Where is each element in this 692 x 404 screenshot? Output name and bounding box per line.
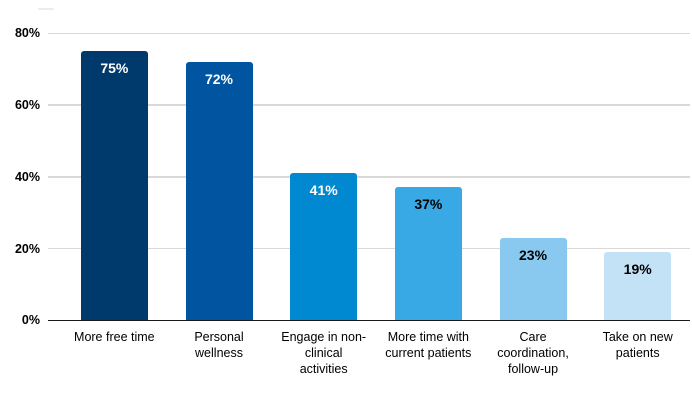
gridline: 80% xyxy=(15,26,690,40)
y-tick-label: 80% xyxy=(14,26,40,41)
plot-area: 75% 72% 41% 37% 23% 19% 0% 20% 40% 60% 80% xyxy=(15,26,690,327)
bar-column: 37% xyxy=(376,33,481,320)
bar-column: 41% xyxy=(271,33,376,320)
x-axis-label: Personal wellness xyxy=(167,329,272,377)
bar-1: 75% xyxy=(80,50,148,320)
bar-2: 72% xyxy=(185,61,253,320)
gridline: 20% xyxy=(15,242,690,256)
bar-column: 19% xyxy=(585,33,690,320)
bar-value-label: 75% xyxy=(100,59,129,76)
x-axis-line: 0% xyxy=(22,313,690,327)
category-label: Personal wellness xyxy=(194,330,244,360)
category-label: Engage in non-clinical activities xyxy=(281,330,367,376)
x-axis-label: Care coordination, follow-up xyxy=(481,329,586,377)
bars-row: 75% 72% 41% 37% 23% 19% xyxy=(62,33,690,320)
bar-value-label: 72% xyxy=(204,70,234,87)
bar-column: 75% xyxy=(62,33,167,320)
category-label: Take on new patients xyxy=(602,330,673,360)
bar-4: 37% xyxy=(394,187,462,320)
bar-6: 19% xyxy=(604,251,672,320)
x-axis-labels: More free time Personal wellness Engage in… xyxy=(62,329,690,377)
x-axis-label: More time with current patients xyxy=(376,329,481,377)
category-label: Care coordination, follow-up xyxy=(497,330,569,376)
x-axis-label: Take on new patients xyxy=(585,329,690,377)
bar-value-label: 19% xyxy=(623,260,652,277)
bar-column: 72% xyxy=(167,33,272,320)
gridline: 60% xyxy=(15,98,690,112)
y-tick-label: 60% xyxy=(14,98,40,112)
y-tick-label: 0% xyxy=(21,313,40,328)
bar-3: 41% xyxy=(290,172,358,320)
x-axis-label: More free time xyxy=(62,329,167,377)
artifact-mark xyxy=(38,8,54,10)
category-label: More free time xyxy=(74,330,155,344)
y-tick-label: 20% xyxy=(14,241,40,256)
y-tick-label: 40% xyxy=(14,169,40,184)
bar-value-label: 37% xyxy=(414,196,443,213)
gridline: 40% xyxy=(15,170,690,184)
bar-value-label: 23% xyxy=(519,246,548,263)
category-label: More time with current patients xyxy=(385,330,472,360)
bar-value-label: 41% xyxy=(309,181,338,198)
x-axis-label: Engage in non-clinical activities xyxy=(271,329,376,377)
bar-column: 23% xyxy=(481,33,586,320)
bar-5: 23% xyxy=(499,237,567,320)
